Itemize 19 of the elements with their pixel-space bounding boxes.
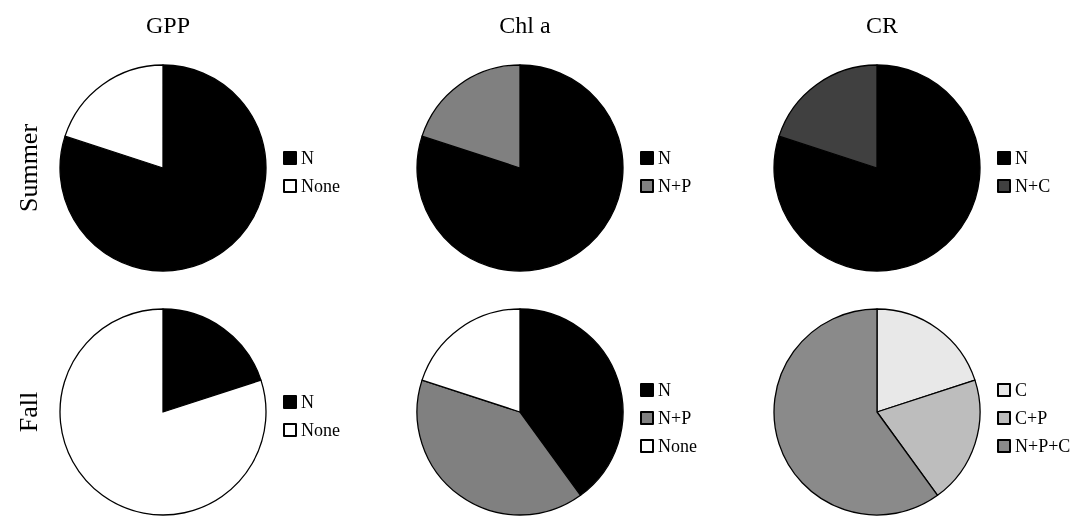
text: Summer <box>13 123 43 213</box>
legend-label: N+P <box>658 176 692 196</box>
text: Fall <box>13 391 43 433</box>
chart-title: CR <box>865 12 899 38</box>
chart-title: Chl a <box>499 12 552 38</box>
legend-label: N+C <box>1015 176 1051 196</box>
legend-label: None <box>301 420 340 440</box>
chart-title: GPP <box>145 12 191 38</box>
legend-label: C <box>1015 380 1028 400</box>
legend-label: N+P+C <box>1015 436 1071 456</box>
legend-label: N <box>301 392 314 412</box>
legend-label: N <box>658 148 671 168</box>
legend-label: N <box>301 148 314 168</box>
legend-label: C+P <box>1015 408 1048 428</box>
legend-label: N <box>1015 148 1028 168</box>
legend-label: N <box>658 380 671 400</box>
legend-label: None <box>301 176 340 196</box>
legend-label: None <box>658 436 697 456</box>
legend-label: N+P <box>658 408 692 428</box>
